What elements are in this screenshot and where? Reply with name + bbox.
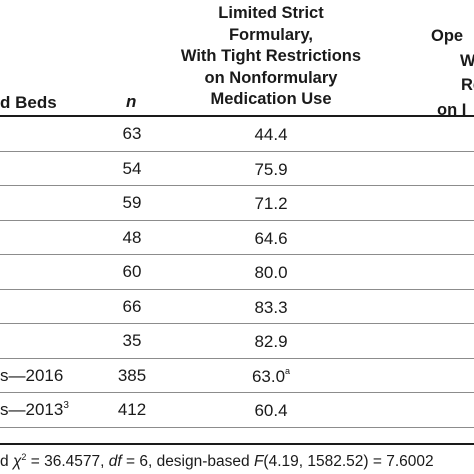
row-divider — [0, 288, 474, 290]
row-divider — [0, 185, 474, 186]
row-divider — [0, 392, 474, 393]
row-value: 44.4 — [254, 125, 288, 144]
row-divider — [0, 219, 474, 221]
bottom-rule-line — [0, 442, 474, 445]
row-value: 75.9 — [254, 159, 288, 179]
row-label: s—20133 — [0, 400, 69, 419]
row-divider — [0, 150, 474, 152]
row-n: 60 — [122, 262, 142, 281]
row-n: 35 — [122, 331, 142, 350]
table-row: s—2016 385 63.0a — [0, 359, 474, 393]
row-value: 60.4 — [254, 401, 288, 420]
table-header: d Beds n Limited Strict Formulary, With … — [0, 0, 474, 119]
row-n: 66 — [122, 296, 142, 316]
table-row: 54 75.9 — [0, 152, 474, 186]
row-n: 59 — [122, 193, 142, 212]
row-n: 63 — [122, 124, 142, 143]
row-divider — [0, 357, 474, 359]
row-value: 80.0 — [254, 263, 288, 282]
header-line: With Tight Restrictions — [180, 47, 362, 65]
header-line: Re — [461, 76, 474, 94]
table-row: 35 82.9 — [0, 324, 474, 359]
row-n: 54 — [122, 158, 142, 178]
row-value: 71.2 — [254, 194, 288, 213]
table-row: 48 64.6 — [0, 221, 474, 255]
row-divider — [0, 323, 474, 324]
header-line: Medication Use — [210, 90, 332, 108]
header-line: Ope — [431, 27, 464, 45]
header-open-formulary-partial: Ope W Re on I — [420, 24, 474, 122]
table-bottom-rule — [0, 428, 474, 445]
header-line: Formulary, — [228, 25, 314, 44]
header-line: W — [460, 51, 474, 70]
table-footnote: d χ2 = 36.4577, df = 6, design-based F(4… — [0, 452, 434, 471]
row-n: 412 — [117, 400, 147, 419]
row-value: 83.3 — [254, 297, 288, 317]
table-row: s—20133 412 60.4 — [0, 393, 474, 428]
row-divider — [0, 426, 474, 428]
row-n: 48 — [122, 227, 142, 247]
header-n: n — [126, 92, 137, 111]
row-divider — [0, 254, 474, 255]
row-label: s—2016 — [0, 365, 64, 385]
header-line: Limited Strict — [218, 4, 324, 22]
table-row: 66 83.3 — [0, 290, 474, 324]
header-rule — [0, 115, 474, 117]
row-n: 385 — [117, 365, 147, 385]
row-value: 82.9 — [254, 332, 288, 351]
table-row: 63 44.4 — [0, 117, 474, 152]
header-limited-strict-formulary: Limited Strict Formulary, With Tight Res… — [171, 3, 371, 111]
header-beds: d Beds — [0, 93, 57, 112]
table-row: 60 80.0 — [0, 255, 474, 290]
row-value: 64.6 — [254, 228, 288, 248]
header-line: on Nonformulary — [204, 68, 338, 87]
table-row: 59 71.2 — [0, 186, 474, 221]
row-value: 63.0a — [251, 365, 291, 386]
header-line: on I — [437, 100, 467, 119]
